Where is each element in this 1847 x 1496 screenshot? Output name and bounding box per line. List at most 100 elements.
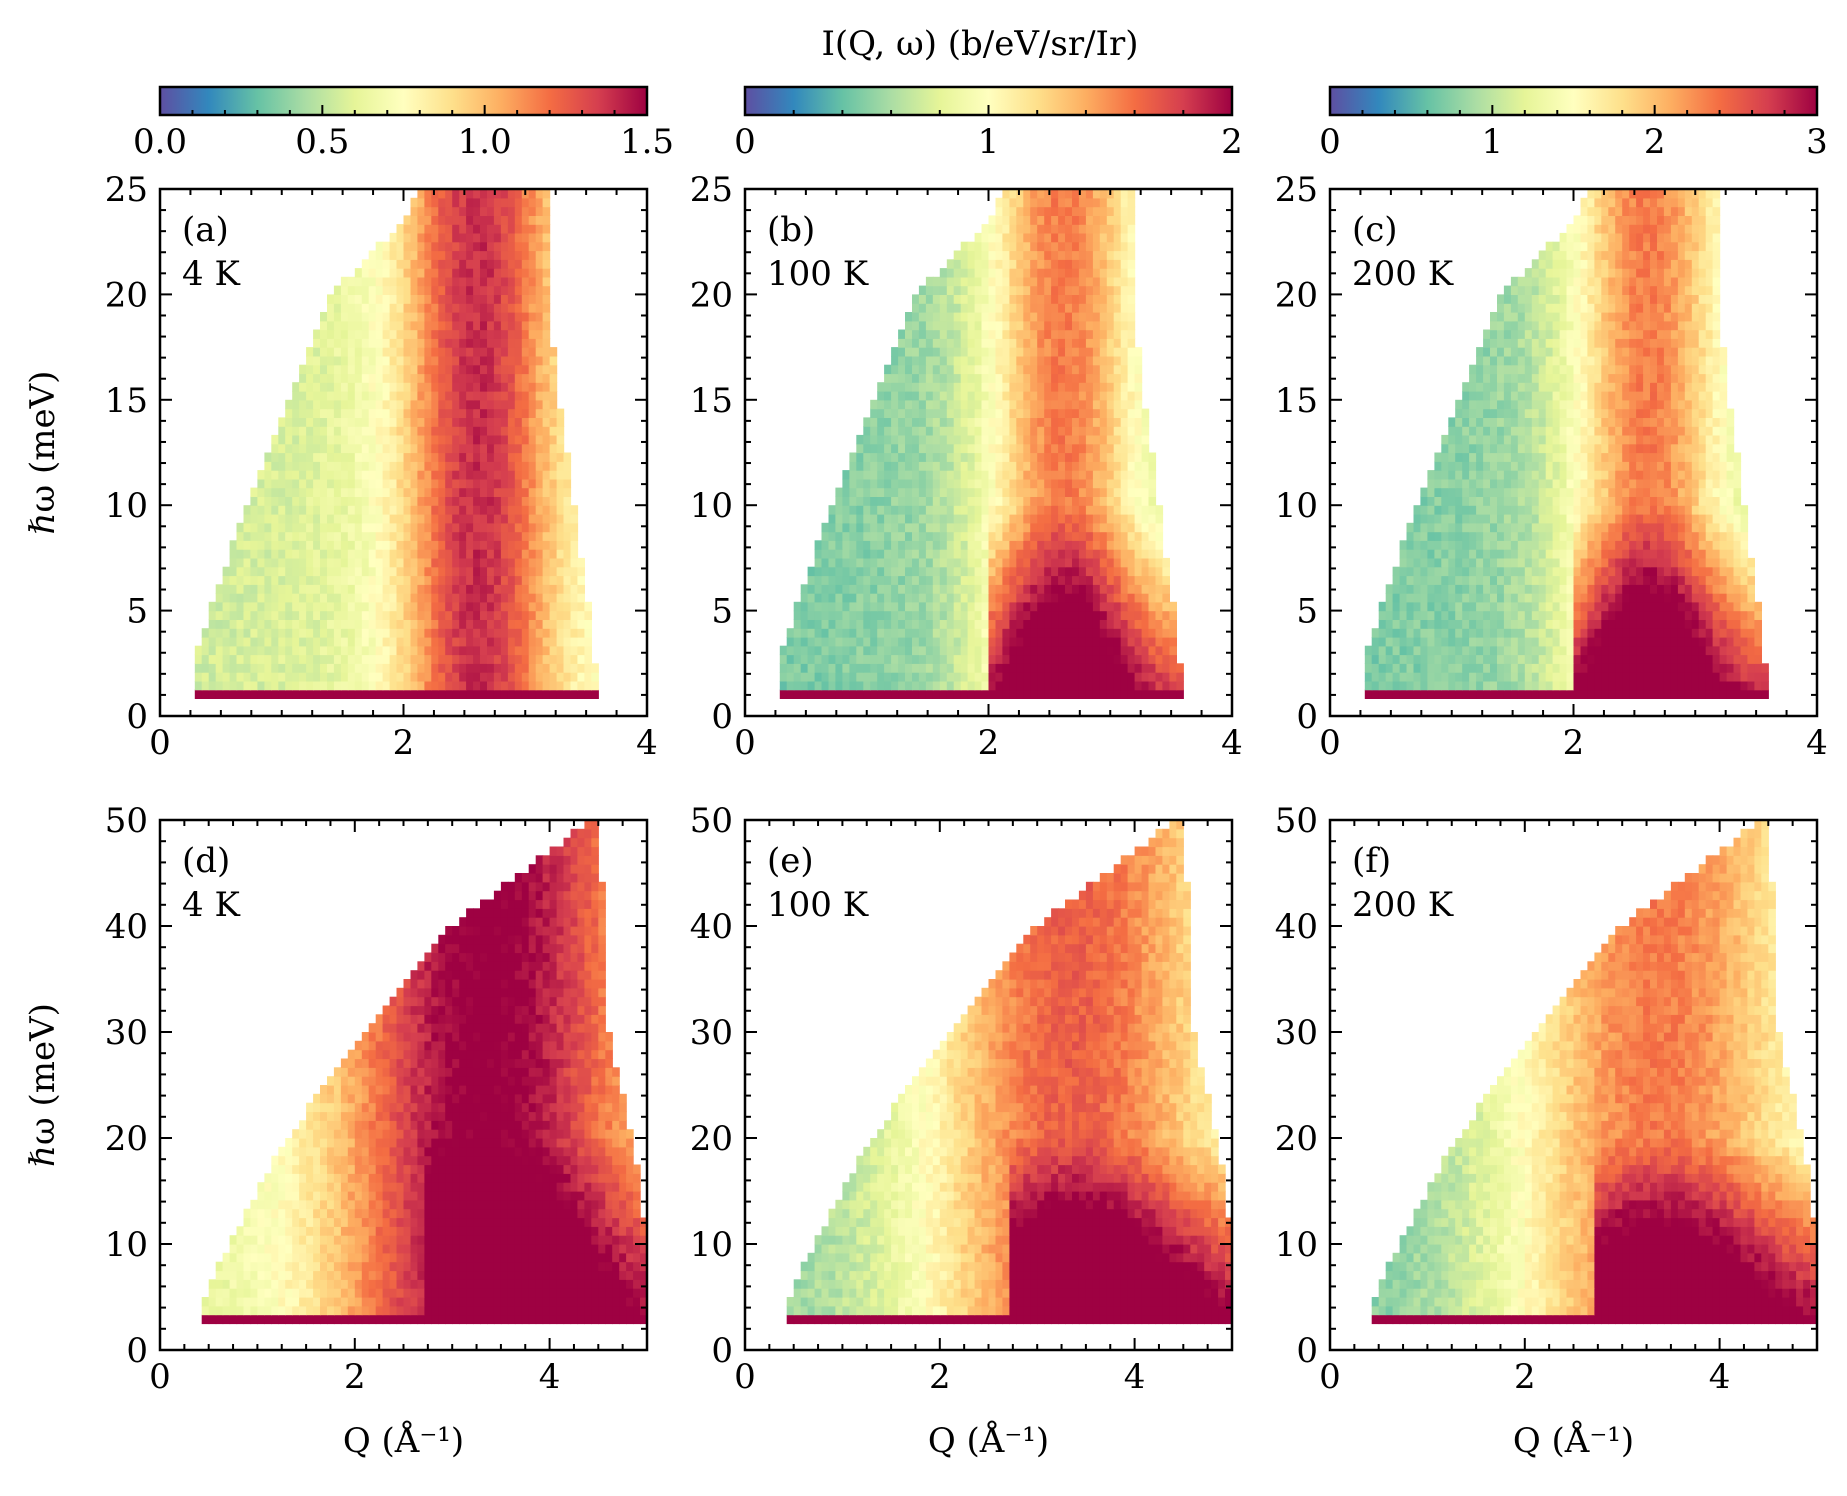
- heatmap-cell: [905, 443, 913, 454]
- heatmap-cell: [215, 645, 224, 656]
- heatmap-cell: [932, 285, 941, 295]
- heatmap-cell: [313, 382, 321, 392]
- heatmap-cell: [327, 320, 335, 331]
- heatmap-cell: [375, 593, 384, 603]
- heatmap-cell: [1016, 540, 1024, 550]
- heatmap-cell: [1044, 303, 1052, 313]
- heatmap-cell: [327, 654, 335, 664]
- heatmap-cell: [361, 487, 370, 497]
- heatmap-cell: [1085, 373, 1094, 383]
- heatmap-cell: [389, 329, 398, 339]
- heatmap-cell: [459, 557, 467, 568]
- heatmap-cell: [1044, 680, 1052, 691]
- heatmap-cell: [417, 285, 425, 295]
- heatmap-cell: [891, 549, 899, 559]
- heatmap-cell: [974, 549, 983, 559]
- heatmap-cell: [452, 215, 460, 225]
- heatmap-cell: [849, 557, 857, 568]
- heatmap-cell: [946, 408, 955, 418]
- heatmap-cell: [271, 452, 279, 462]
- heatmap-cell: [292, 672, 300, 682]
- heatmap-cell: [1134, 452, 1143, 462]
- heatmap-cell: [292, 514, 300, 524]
- heatmap-cell: [877, 434, 885, 445]
- heatmap-cell: [327, 399, 335, 410]
- heatmap-cell: [514, 303, 523, 313]
- heatmap-cell: [1099, 610, 1108, 620]
- heatmap-cell: [500, 373, 509, 383]
- heatmap-cell: [445, 619, 453, 629]
- y-tick-label: 25: [105, 170, 148, 210]
- heatmap-cell: [354, 628, 363, 638]
- heatmap-cell: [1085, 584, 1094, 594]
- heatmap-cell: [918, 680, 927, 691]
- heatmap-cell: [1037, 338, 1045, 348]
- heatmap-cell: [995, 672, 1004, 682]
- heatmap-cell: [382, 452, 391, 462]
- heatmap-cell: [1037, 610, 1045, 620]
- heatmap-cell: [1134, 566, 1143, 577]
- heatmap-cell: [514, 487, 523, 497]
- heatmap-cell: [340, 487, 349, 497]
- heatmap-cell: [382, 549, 391, 559]
- heatmap-cell: [452, 224, 460, 234]
- heatmap-cell: [1148, 584, 1157, 594]
- heatmap-cell: [514, 575, 523, 585]
- heatmap-cell: [389, 443, 398, 454]
- heatmap-cell: [1099, 434, 1108, 445]
- heatmap-cell: [403, 557, 412, 568]
- heatmap-cell: [493, 197, 502, 208]
- heatmap-cell: [849, 672, 857, 682]
- heatmap-cell: [1044, 206, 1052, 216]
- heatmap-cell: [1051, 259, 1059, 269]
- heatmap-cell: [1037, 285, 1045, 295]
- heatmap-cell: [918, 575, 927, 585]
- heatmap-cell: [1127, 417, 1136, 427]
- heatmap-cell: [271, 672, 279, 682]
- heatmap-cell: [215, 689, 224, 699]
- heatmap-cell: [354, 531, 363, 541]
- heatmap-cell: [396, 338, 405, 348]
- heatmap-cell: [1072, 373, 1080, 383]
- heatmap-cell: [389, 338, 398, 348]
- heatmap-cell: [424, 628, 432, 638]
- heatmap-cell: [939, 347, 948, 357]
- heatmap-cell: [981, 338, 990, 348]
- heatmap-cell: [201, 680, 210, 691]
- heatmap-cell: [375, 452, 384, 462]
- heatmap-cell: [459, 285, 467, 295]
- heatmap-cell: [884, 461, 892, 471]
- heatmap-cell: [368, 338, 377, 348]
- heatmap-cell: [1127, 566, 1136, 577]
- heatmap-cell: [1092, 443, 1101, 454]
- heatmap-cell: [396, 461, 405, 471]
- heatmap-cell: [1120, 303, 1129, 313]
- heatmap-cell: [236, 522, 245, 533]
- heatmap-cell: [340, 408, 349, 418]
- heatmap-cell: [229, 680, 238, 691]
- heatmap-cell: [243, 601, 252, 612]
- heatmap-cell: [1065, 250, 1073, 260]
- heatmap-cell: [257, 549, 265, 559]
- heatmap-cell: [932, 470, 941, 480]
- heatmap-cell: [946, 601, 955, 612]
- heatmap-cell: [285, 672, 293, 682]
- heatmap-cell: [285, 452, 293, 462]
- heatmap-cell: [1127, 206, 1136, 216]
- heatmap-cell: [445, 514, 453, 524]
- heatmap-cell: [264, 505, 272, 515]
- heatmap-cell: [438, 241, 446, 252]
- heatmap-cell: [1058, 382, 1066, 392]
- heatmap-cell: [507, 496, 516, 506]
- heatmap-cell: [313, 391, 321, 401]
- heatmap-cell: [473, 443, 481, 454]
- heatmap-cell: [424, 382, 432, 392]
- heatmap-cell: [898, 338, 906, 348]
- heatmap-cell: [368, 566, 377, 577]
- heatmap-cell: [1016, 654, 1024, 664]
- heatmap-cell: [1037, 294, 1045, 304]
- heatmap-cell: [1002, 610, 1010, 620]
- heatmap-cell: [898, 347, 906, 357]
- heatmap-cell: [1148, 549, 1157, 559]
- heatmap-cell: [347, 663, 356, 673]
